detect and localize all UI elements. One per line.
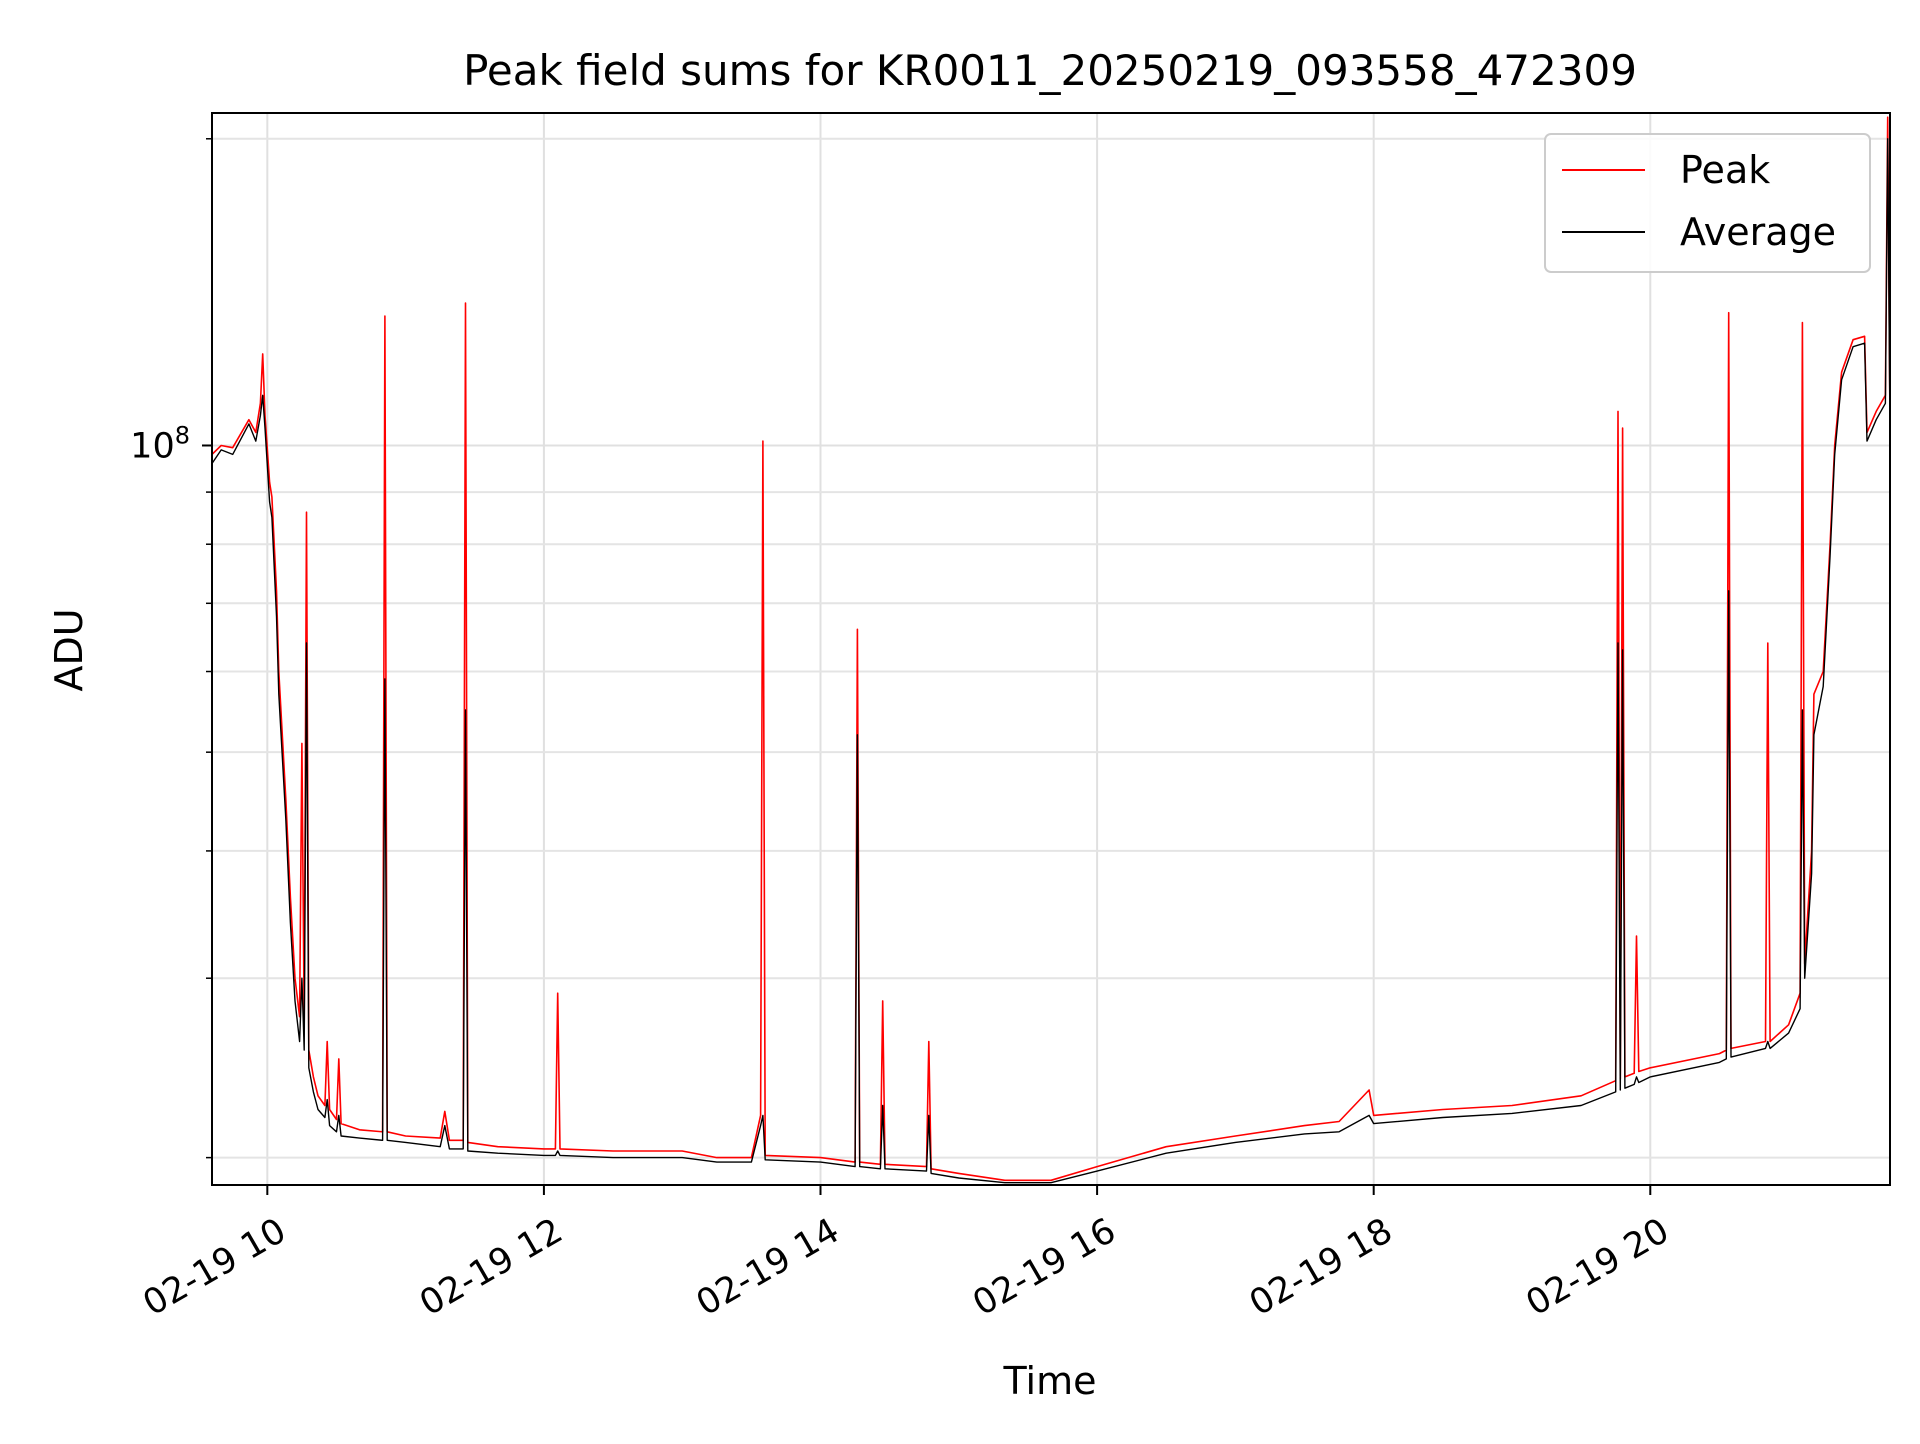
legend-label-average: Average <box>1680 210 1836 254</box>
y-axis-label: ADU <box>47 608 91 691</box>
y-tick-label: 108 <box>130 421 190 466</box>
plot-frame <box>211 112 1891 1186</box>
grid-layer <box>212 113 1890 1185</box>
series-layer <box>212 116 1890 1184</box>
legend: Peak Average <box>1544 133 1871 273</box>
x-axis-label: Time <box>1003 1359 1097 1403</box>
legend-box <box>1544 133 1871 273</box>
chart-title: Peak field sums for KR0011_20250219_0935… <box>463 46 1637 95</box>
series-line-average <box>212 138 1890 1184</box>
legend-label-peak: Peak <box>1680 148 1770 192</box>
